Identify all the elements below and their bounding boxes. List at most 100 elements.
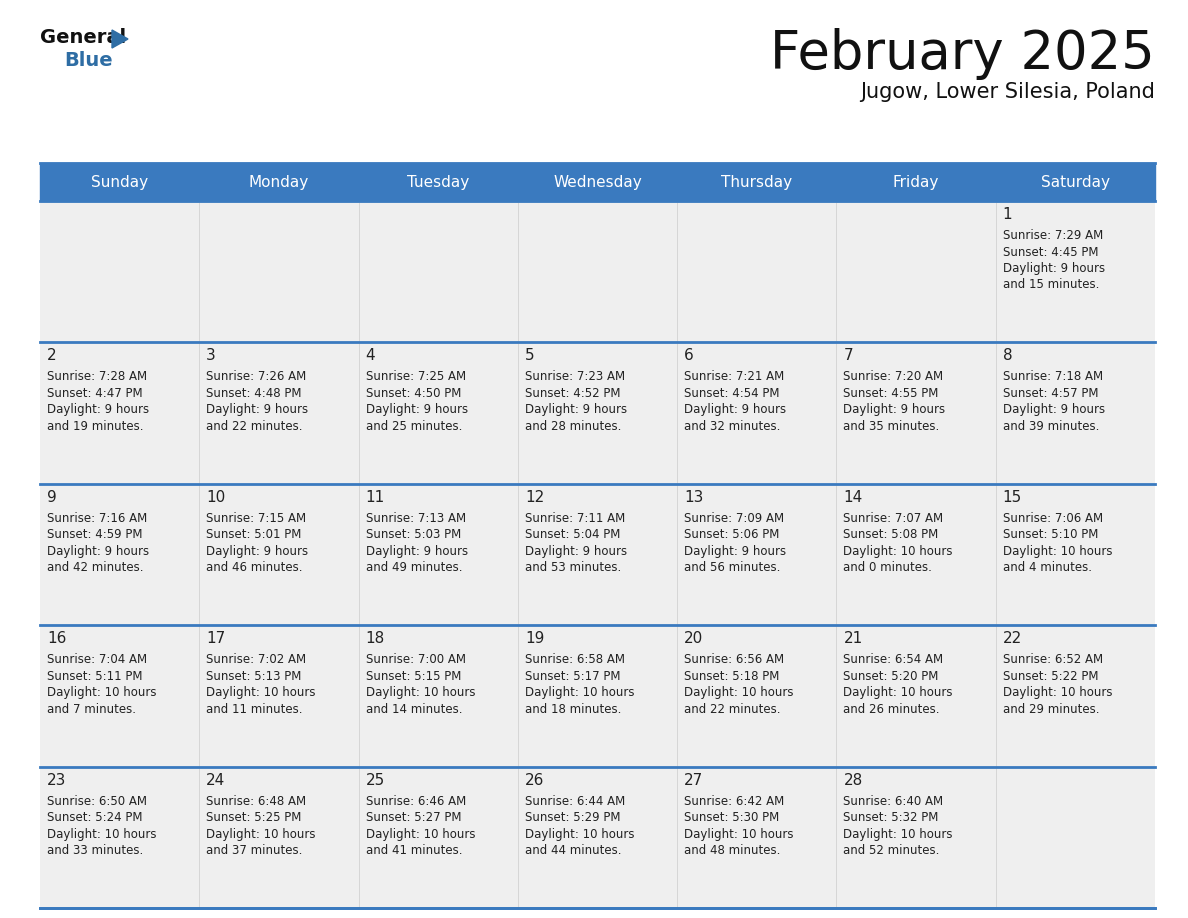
Text: 7: 7 xyxy=(843,349,853,364)
Text: Sunset: 4:57 PM: Sunset: 4:57 PM xyxy=(1003,386,1098,400)
Text: Daylight: 10 hours: Daylight: 10 hours xyxy=(843,828,953,841)
Text: Daylight: 10 hours: Daylight: 10 hours xyxy=(843,544,953,558)
Text: Friday: Friday xyxy=(893,174,940,189)
Text: Wednesday: Wednesday xyxy=(554,174,642,189)
Text: Blue: Blue xyxy=(64,51,113,70)
Text: 21: 21 xyxy=(843,632,862,646)
Text: Sunset: 5:11 PM: Sunset: 5:11 PM xyxy=(48,670,143,683)
Text: Sunset: 5:29 PM: Sunset: 5:29 PM xyxy=(525,812,620,824)
Bar xyxy=(40,201,200,342)
Bar xyxy=(200,201,359,342)
Text: Sunrise: 7:02 AM: Sunrise: 7:02 AM xyxy=(207,654,307,666)
Text: Sunset: 5:30 PM: Sunset: 5:30 PM xyxy=(684,812,779,824)
Bar xyxy=(40,484,200,625)
Text: Sunset: 5:20 PM: Sunset: 5:20 PM xyxy=(843,670,939,683)
Text: 22: 22 xyxy=(1003,632,1022,646)
Text: Sunset: 5:27 PM: Sunset: 5:27 PM xyxy=(366,812,461,824)
Text: Daylight: 10 hours: Daylight: 10 hours xyxy=(48,686,157,700)
Text: and 35 minutes.: and 35 minutes. xyxy=(843,420,940,433)
Bar xyxy=(836,201,996,342)
Text: Monday: Monday xyxy=(248,174,309,189)
Text: Jugow, Lower Silesia, Poland: Jugow, Lower Silesia, Poland xyxy=(860,82,1155,102)
Text: Sunrise: 7:11 AM: Sunrise: 7:11 AM xyxy=(525,512,625,525)
Text: Sunset: 5:03 PM: Sunset: 5:03 PM xyxy=(366,528,461,542)
Text: Sunset: 4:47 PM: Sunset: 4:47 PM xyxy=(48,386,143,400)
Bar xyxy=(996,163,1155,201)
Text: Sunrise: 6:46 AM: Sunrise: 6:46 AM xyxy=(366,795,466,808)
Text: Sunrise: 6:40 AM: Sunrise: 6:40 AM xyxy=(843,795,943,808)
Text: Daylight: 9 hours: Daylight: 9 hours xyxy=(48,544,150,558)
Text: Daylight: 9 hours: Daylight: 9 hours xyxy=(366,403,468,417)
Text: 4: 4 xyxy=(366,349,375,364)
Bar xyxy=(359,625,518,767)
Text: and 37 minutes.: and 37 minutes. xyxy=(207,844,303,857)
Bar xyxy=(677,201,836,342)
Text: 24: 24 xyxy=(207,773,226,788)
Text: Daylight: 10 hours: Daylight: 10 hours xyxy=(207,686,316,700)
Text: Sunset: 4:50 PM: Sunset: 4:50 PM xyxy=(366,386,461,400)
Text: and 48 minutes.: and 48 minutes. xyxy=(684,844,781,857)
Text: 17: 17 xyxy=(207,632,226,646)
Text: Sunrise: 7:21 AM: Sunrise: 7:21 AM xyxy=(684,370,784,384)
Bar xyxy=(200,625,359,767)
Bar xyxy=(518,342,677,484)
Polygon shape xyxy=(112,30,128,48)
Text: Sunset: 4:55 PM: Sunset: 4:55 PM xyxy=(843,386,939,400)
Text: Sunrise: 7:29 AM: Sunrise: 7:29 AM xyxy=(1003,229,1102,242)
Text: Sunset: 5:10 PM: Sunset: 5:10 PM xyxy=(1003,528,1098,542)
Text: 13: 13 xyxy=(684,490,703,505)
Text: Sunrise: 7:09 AM: Sunrise: 7:09 AM xyxy=(684,512,784,525)
Text: and 33 minutes.: and 33 minutes. xyxy=(48,844,144,857)
Text: Daylight: 10 hours: Daylight: 10 hours xyxy=(1003,686,1112,700)
Bar xyxy=(518,201,677,342)
Text: Daylight: 9 hours: Daylight: 9 hours xyxy=(48,403,150,417)
Bar xyxy=(40,163,200,201)
Bar xyxy=(996,767,1155,908)
Text: Sunrise: 6:58 AM: Sunrise: 6:58 AM xyxy=(525,654,625,666)
Text: 10: 10 xyxy=(207,490,226,505)
Text: Sunrise: 7:20 AM: Sunrise: 7:20 AM xyxy=(843,370,943,384)
Bar xyxy=(677,767,836,908)
Text: 20: 20 xyxy=(684,632,703,646)
Text: Sunset: 4:54 PM: Sunset: 4:54 PM xyxy=(684,386,779,400)
Text: Daylight: 9 hours: Daylight: 9 hours xyxy=(366,544,468,558)
Text: and 49 minutes.: and 49 minutes. xyxy=(366,561,462,575)
Text: and 42 minutes.: and 42 minutes. xyxy=(48,561,144,575)
Bar xyxy=(40,625,200,767)
Bar xyxy=(996,201,1155,342)
Text: 16: 16 xyxy=(48,632,67,646)
Text: Daylight: 10 hours: Daylight: 10 hours xyxy=(525,828,634,841)
Text: Sunrise: 7:06 AM: Sunrise: 7:06 AM xyxy=(1003,512,1102,525)
Text: and 52 minutes.: and 52 minutes. xyxy=(843,844,940,857)
Text: Sunset: 5:32 PM: Sunset: 5:32 PM xyxy=(843,812,939,824)
Text: and 46 minutes.: and 46 minutes. xyxy=(207,561,303,575)
Bar xyxy=(836,625,996,767)
Text: Sunrise: 7:15 AM: Sunrise: 7:15 AM xyxy=(207,512,307,525)
Text: and 4 minutes.: and 4 minutes. xyxy=(1003,561,1092,575)
Text: and 22 minutes.: and 22 minutes. xyxy=(684,702,781,716)
Bar xyxy=(200,163,359,201)
Text: and 19 minutes.: and 19 minutes. xyxy=(48,420,144,433)
Text: Sunrise: 7:18 AM: Sunrise: 7:18 AM xyxy=(1003,370,1102,384)
Bar xyxy=(836,163,996,201)
Bar xyxy=(836,767,996,908)
Bar xyxy=(518,767,677,908)
Text: Sunrise: 7:04 AM: Sunrise: 7:04 AM xyxy=(48,654,147,666)
Text: and 15 minutes.: and 15 minutes. xyxy=(1003,278,1099,292)
Bar xyxy=(996,342,1155,484)
Text: Daylight: 10 hours: Daylight: 10 hours xyxy=(207,828,316,841)
Bar xyxy=(359,484,518,625)
Text: Daylight: 9 hours: Daylight: 9 hours xyxy=(525,403,627,417)
Text: Sunset: 5:01 PM: Sunset: 5:01 PM xyxy=(207,528,302,542)
Text: Sunset: 5:04 PM: Sunset: 5:04 PM xyxy=(525,528,620,542)
Bar xyxy=(200,342,359,484)
Text: Sunday: Sunday xyxy=(91,174,148,189)
Text: Daylight: 10 hours: Daylight: 10 hours xyxy=(684,686,794,700)
Bar xyxy=(996,484,1155,625)
Text: Daylight: 9 hours: Daylight: 9 hours xyxy=(684,403,786,417)
Bar xyxy=(40,767,200,908)
Text: Daylight: 10 hours: Daylight: 10 hours xyxy=(366,828,475,841)
Text: and 14 minutes.: and 14 minutes. xyxy=(366,702,462,716)
Text: Sunset: 5:25 PM: Sunset: 5:25 PM xyxy=(207,812,302,824)
Text: 25: 25 xyxy=(366,773,385,788)
